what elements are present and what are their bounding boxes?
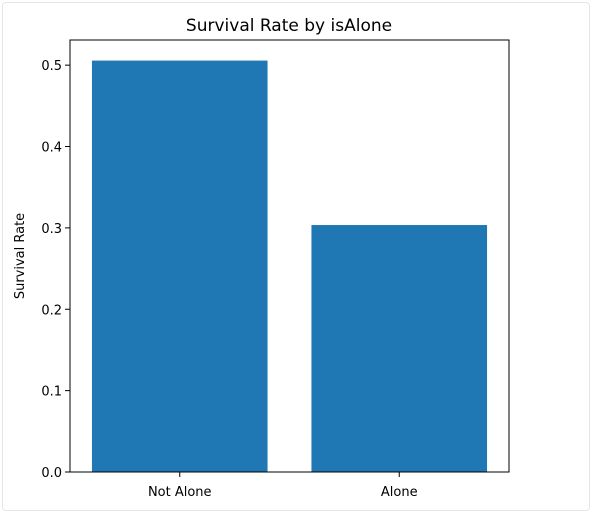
chart-title: Survival Rate by isAlone [186, 16, 392, 36]
y-tick-label-3: 0.3 [41, 222, 62, 237]
y-tick-label-5: 0.5 [41, 59, 62, 74]
y-tick-label-0: 0.0 [41, 466, 62, 481]
y-tick-label-2: 0.2 [41, 303, 62, 318]
bar-1 [311, 225, 487, 472]
y-tick-label-1: 0.1 [41, 385, 62, 400]
bar-0 [92, 61, 268, 472]
y-tick-label-4: 0.4 [41, 141, 62, 156]
plot-area: Not Alone Alone 0.0 0.1 0.2 0.3 0.4 0.5 [41, 40, 509, 500]
x-tick-label-1: Alone [381, 485, 418, 500]
y-axis-label: Survival Rate [13, 213, 28, 299]
x-tick-label-0: Not Alone [148, 485, 212, 500]
